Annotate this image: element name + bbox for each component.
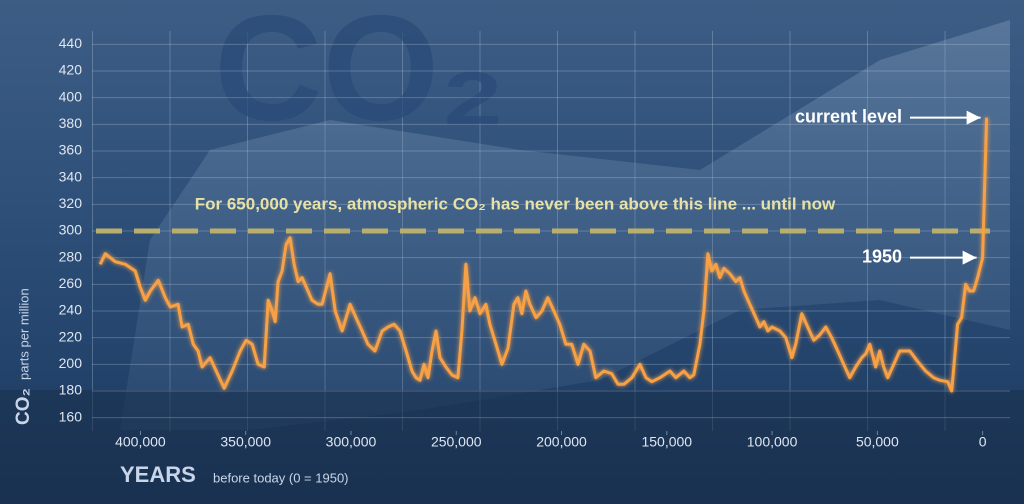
y-tick-label: 320 [59, 195, 83, 211]
co2-line [98, 117, 989, 393]
y-tick-label: 300 [59, 222, 83, 238]
annotation: For 650,000 years, atmospheric CO₂ has n… [195, 194, 836, 213]
y-tick-label: 160 [59, 408, 83, 424]
water [0, 390, 1024, 504]
y-tick-label: 260 [59, 275, 83, 291]
x-tick-label: 200,000 [536, 434, 587, 450]
y-tick-label: 180 [59, 382, 83, 398]
y-tick-label: 440 [59, 35, 83, 51]
y-tick-label: 380 [59, 115, 83, 131]
y-axis-label: CO₂ [13, 388, 34, 425]
y-tick-label: 200 [59, 355, 83, 371]
x-tick-label: 400,000 [115, 434, 166, 450]
y-tick-label: 420 [59, 62, 83, 78]
x-tick-label: 150,000 [641, 434, 692, 450]
y-tick-label: 220 [59, 328, 83, 344]
x-tick-label: 100,000 [747, 434, 798, 450]
y-tick-label: 240 [59, 302, 83, 318]
current-level-label: current level [795, 106, 902, 126]
x-tick-label: 300,000 [326, 434, 377, 450]
y-tick-label: 400 [59, 88, 83, 104]
x-tick-label: 50,000 [856, 434, 899, 450]
x-axis-note: before today (0 = 1950) [213, 470, 349, 485]
x-axis-label: YEARS [120, 462, 196, 487]
y-tick-label: 280 [59, 248, 83, 264]
y-tick-label: 340 [59, 168, 83, 184]
x-tick-label: 250,000 [431, 434, 482, 450]
background-text: CO₂ [214, 0, 506, 152]
x-tick-label: 0 [979, 434, 987, 450]
reference-label: 1950 [862, 246, 902, 266]
y-tick-label: 360 [59, 142, 83, 158]
x-tick-label: 350,000 [220, 434, 271, 450]
y-axis-unit: parts per million [16, 288, 31, 380]
